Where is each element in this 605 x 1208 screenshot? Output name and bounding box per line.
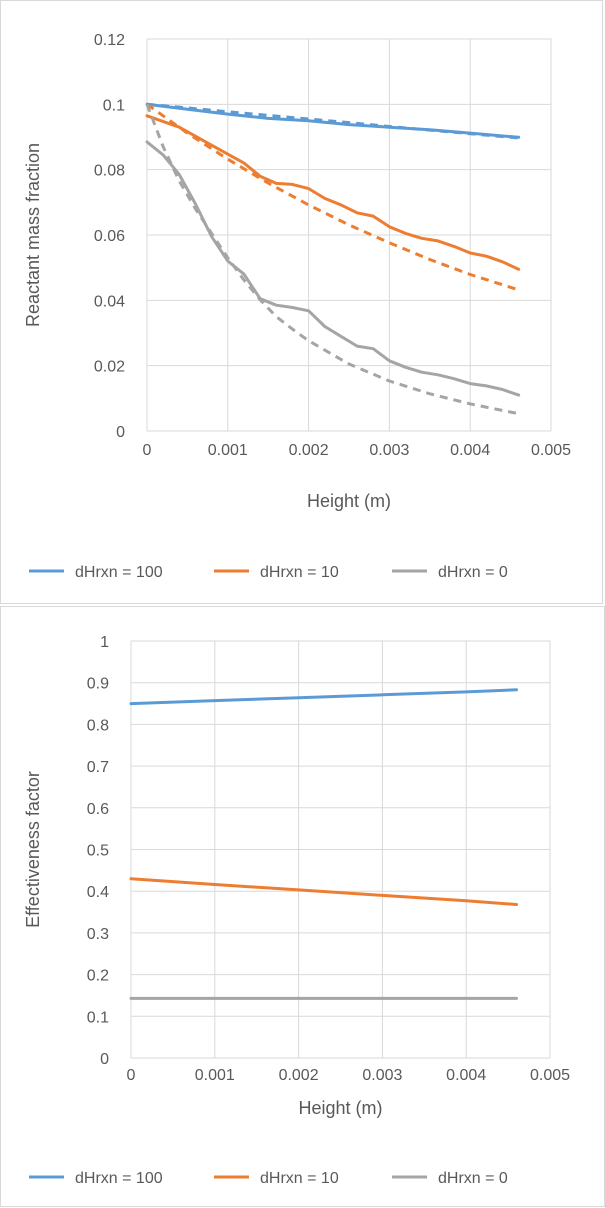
- legend-label: dHrxn = 10: [260, 1170, 339, 1187]
- series-line-dashed: [145, 103, 519, 416]
- x-tick-label: 0.003: [362, 1067, 402, 1084]
- x-tick-label: 0: [127, 1067, 136, 1084]
- y-tick-label: 0.9: [87, 676, 109, 693]
- x-tick-label: 0: [143, 442, 152, 459]
- y-tick-label: 0.2: [87, 968, 109, 985]
- x-tick-label: 0.003: [369, 442, 409, 459]
- chart-reactant-mass-fraction: 0 0.001 0.002 0.003 0.004 0.005 0 0.02 0.04 0.06 0…: [23, 32, 571, 581]
- y-tick-label: 0.06: [94, 228, 125, 245]
- legend-label: dHrxn = 100: [75, 564, 163, 581]
- legend-label: dHrxn = 0: [438, 1170, 508, 1187]
- y-tick-label: 0.12: [94, 32, 125, 49]
- x-axis-title: Height (m): [298, 1098, 382, 1118]
- y-tick-label: 0.4: [87, 884, 109, 901]
- legend-label: dHrxn = 100: [75, 1170, 163, 1187]
- y-tick-label: 0.8: [87, 717, 109, 734]
- legend-label: dHrxn = 10: [260, 564, 339, 581]
- y-tick-label: 0.7: [87, 759, 109, 776]
- series-line-dashed: [146, 103, 520, 292]
- y-tick-label: 0: [100, 1051, 109, 1068]
- series-line-dashed: [146, 102, 519, 140]
- y-tick-label: 0.3: [87, 926, 109, 943]
- y-axis-title: Reactant mass fraction: [23, 143, 43, 327]
- x-tick-label: 0.005: [530, 1067, 570, 1084]
- chart-panel-reactant-mass-fraction: 0 0.001 0.002 0.003 0.004 0.005 0 0.02 0.04 0.06 0…: [0, 0, 603, 604]
- legend-label: dHrxn = 0: [438, 564, 508, 581]
- x-tick-label: 0.005: [531, 442, 571, 459]
- chart-panel-effectiveness-factor: 0 0.001 0.002 0.003 0.004 0.005 0 0.1 0.2 0.3 0.4 0…: [0, 606, 605, 1207]
- series-line: [129, 877, 518, 906]
- x-tick-label: 0.001: [195, 1067, 235, 1084]
- series-line: [145, 140, 521, 397]
- series-line: [129, 688, 518, 706]
- x-tick-label: 0.002: [289, 442, 329, 459]
- y-axis-title: Effectiveness factor: [23, 771, 43, 928]
- x-tick-label: 0.002: [279, 1067, 319, 1084]
- chart-effectiveness-factor: 0 0.001 0.002 0.003 0.004 0.005 0 0.1 0.2 0.3 0.4 0…: [23, 634, 570, 1187]
- y-tick-label: 0.04: [94, 293, 125, 310]
- x-axis-title: Height (m): [307, 491, 391, 511]
- y-tick-label: 0.08: [94, 163, 125, 180]
- y-tick-label: 0.5: [87, 843, 109, 860]
- series-line: [145, 102, 521, 139]
- x-tick-label: 0.001: [208, 442, 248, 459]
- y-tick-label: 0.6: [87, 801, 109, 818]
- y-tick-label: 0.1: [103, 97, 125, 114]
- y-tick-label: 0.1: [87, 1009, 109, 1026]
- series-line: [145, 114, 521, 271]
- x-tick-label: 0.004: [450, 442, 490, 459]
- y-tick-label: 1: [100, 634, 109, 651]
- x-tick-label: 0.004: [446, 1067, 486, 1084]
- y-tick-label: 0.02: [94, 359, 125, 376]
- y-tick-label: 0: [116, 424, 125, 441]
